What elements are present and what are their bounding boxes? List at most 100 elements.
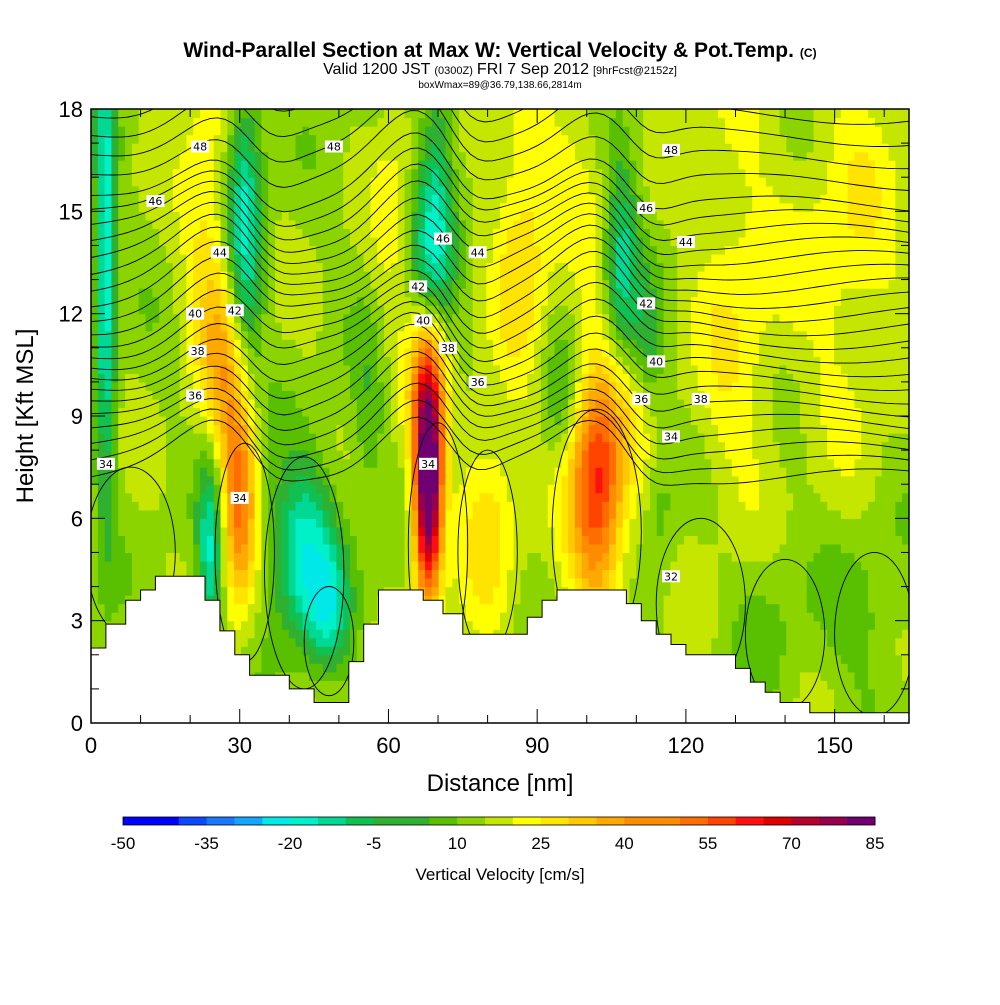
heat-cell <box>377 509 385 519</box>
heat-cell <box>486 330 494 340</box>
heat-cell <box>322 526 331 536</box>
heat-cell <box>520 117 528 127</box>
heat-cell <box>131 109 140 119</box>
heat-cell <box>97 484 106 494</box>
heat-cell <box>452 313 460 323</box>
heat-cell <box>356 313 365 323</box>
heat-cell <box>315 424 324 434</box>
heat-cell <box>336 339 344 349</box>
heat-cell <box>138 313 147 323</box>
heat-cell <box>315 492 324 502</box>
heat-cell <box>486 578 494 588</box>
heat-cell <box>227 603 235 613</box>
heat-cell <box>322 671 331 681</box>
heat-cell <box>138 330 147 340</box>
heat-cell <box>261 313 269 323</box>
heat-cell <box>131 492 140 502</box>
heat-cell <box>322 322 331 332</box>
heat-cell <box>418 509 426 519</box>
heat-cell <box>91 279 99 289</box>
heat-cell <box>295 339 303 349</box>
heat-cell <box>295 168 303 178</box>
heat-cell <box>145 143 153 153</box>
heat-cell <box>363 467 372 477</box>
heat-cell <box>452 475 460 485</box>
heat-cell <box>247 160 256 170</box>
heat-cell <box>465 620 474 630</box>
heat-cell <box>486 185 494 195</box>
heat-cell <box>165 526 174 536</box>
heat-cell <box>165 151 174 161</box>
heat-cell <box>302 671 310 681</box>
heat-cell <box>315 552 324 562</box>
heat-cell <box>213 202 222 212</box>
heat-cell <box>261 654 269 664</box>
heat-cell <box>425 202 433 212</box>
heat-cell <box>390 347 399 357</box>
heat-cell <box>322 296 331 306</box>
heat-cell <box>486 612 494 622</box>
heat-cell <box>465 424 474 434</box>
heat-cell <box>322 492 331 502</box>
heat-cell <box>315 219 324 229</box>
heat-cell <box>438 552 447 562</box>
heat-cell <box>145 219 153 229</box>
heat-cell <box>445 416 453 426</box>
heat-cell <box>200 416 208 426</box>
heat-cell <box>104 595 113 605</box>
heat-cell <box>500 143 508 153</box>
heat-cell <box>186 330 194 340</box>
heat-cell <box>261 637 269 647</box>
heat-cell <box>234 603 242 613</box>
heat-cell <box>540 526 549 536</box>
heat-cell <box>152 560 160 571</box>
heat-cell <box>186 228 194 238</box>
heat-cell <box>404 288 412 298</box>
heat-cell <box>486 501 494 511</box>
heat-cell <box>234 364 242 374</box>
heat-cell <box>179 245 188 255</box>
heat-cell <box>281 168 290 178</box>
heat-cell <box>152 484 160 494</box>
heat-cell <box>438 441 447 451</box>
heat-cell <box>315 697 324 707</box>
heat-cell <box>329 271 337 281</box>
heat-cell <box>138 219 147 229</box>
heat-cell <box>472 492 481 502</box>
heat-cell <box>186 518 194 528</box>
heat-cell <box>343 569 351 579</box>
heat-cell <box>343 552 351 562</box>
heat-cell <box>111 143 119 153</box>
heat-cell <box>322 680 331 690</box>
heat-cell <box>309 168 317 178</box>
heat-cell <box>438 535 447 545</box>
heat-cell <box>459 381 467 392</box>
heat-cell <box>377 313 385 323</box>
heat-cell <box>172 347 181 357</box>
heat-cell <box>165 211 174 221</box>
heat-cell <box>261 126 269 136</box>
heat-cell <box>193 109 201 119</box>
heat-cell <box>172 134 181 144</box>
heat-cell <box>302 654 310 664</box>
heat-cell <box>343 236 351 247</box>
heat-cell <box>104 612 113 622</box>
heat-cell <box>288 126 297 136</box>
heat-cell <box>227 475 235 485</box>
heat-cell <box>513 398 522 409</box>
heat-cell <box>459 518 467 528</box>
heat-cell <box>281 236 290 247</box>
heat-cell <box>234 262 242 272</box>
heat-cell <box>159 356 167 366</box>
heat-cell <box>540 433 549 443</box>
heat-cell <box>418 416 426 426</box>
heat-cell <box>309 109 317 119</box>
heat-cell <box>315 646 324 656</box>
heat-cell <box>111 569 119 579</box>
heat-cell <box>302 296 310 306</box>
heat-cell <box>554 501 562 511</box>
heat-cell <box>472 509 481 519</box>
heat-cell <box>472 253 481 264</box>
heat-cell <box>431 194 440 204</box>
heat-cell <box>336 271 344 281</box>
